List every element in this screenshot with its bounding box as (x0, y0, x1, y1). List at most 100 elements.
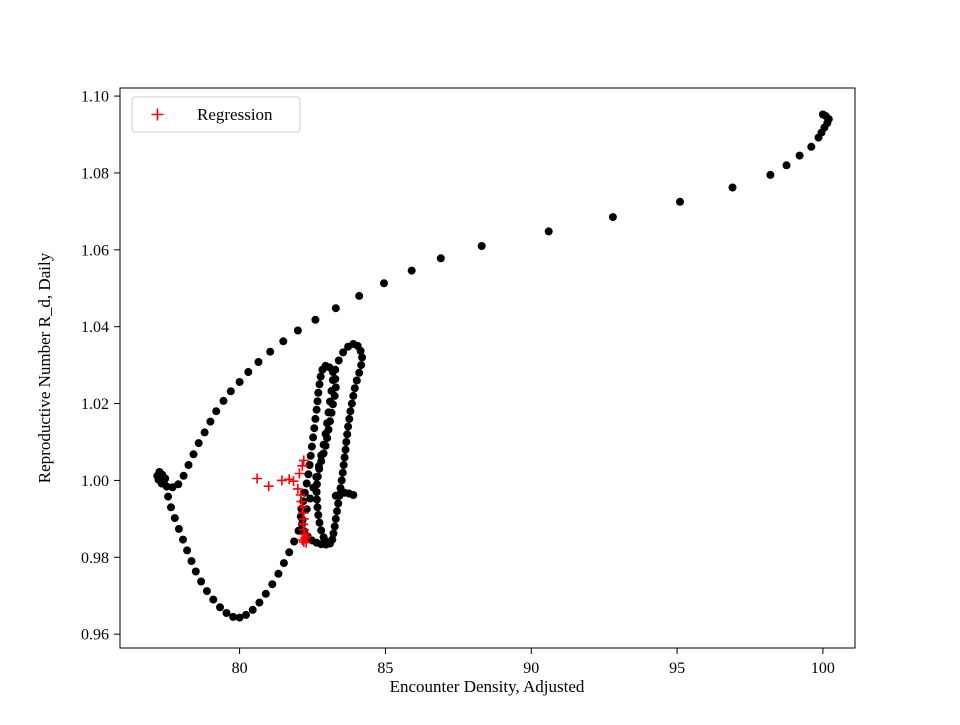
trajectory-point (170, 514, 179, 523)
trajectory-point (235, 378, 244, 386)
trajectory-point (268, 580, 277, 589)
trajectory-point (309, 433, 318, 442)
trajectory-point (293, 326, 302, 335)
legend-plus-marker (151, 108, 164, 121)
data-points (153, 110, 833, 622)
trajectory-point (349, 491, 358, 499)
legend-box (131, 96, 301, 133)
trajectory-point (331, 383, 340, 392)
trajectory-point (317, 526, 326, 535)
y-tick-label: 1.06 (81, 242, 109, 259)
trajectory-point (350, 384, 359, 393)
trajectory-point (355, 291, 364, 300)
trajectory-point (302, 479, 311, 488)
trajectory-point (326, 417, 334, 426)
trajectory-point (728, 183, 737, 192)
trajectory-point (330, 522, 339, 531)
trajectory-point (338, 468, 347, 477)
regression-point (284, 474, 295, 485)
trajectory-point (179, 535, 187, 544)
trajectory-point (324, 425, 333, 434)
trajectory-point (216, 603, 224, 612)
trajectory-point (315, 380, 324, 389)
y-tick-label: 1.02 (81, 396, 109, 413)
legend: Regression (131, 96, 301, 133)
trajectory-point (814, 133, 823, 142)
trajectory-point (202, 587, 211, 596)
trajectory-point (676, 197, 684, 206)
trajectory-point (331, 514, 340, 523)
trajectory-point (339, 348, 348, 357)
trajectory-point (347, 399, 356, 408)
regression-point (252, 473, 263, 484)
regression-point (297, 502, 308, 513)
y-tick-label: 0.96 (81, 627, 109, 644)
x-tick-label: 100 (811, 660, 835, 677)
trajectory-point (349, 391, 358, 400)
trajectory-point (312, 405, 321, 414)
regression-point (297, 535, 308, 545)
trajectory-point (274, 569, 283, 578)
regression-point (297, 460, 308, 471)
trajectory-point (244, 368, 253, 376)
trajectory-point (219, 396, 228, 405)
trajectory-point (311, 414, 320, 423)
trajectory-point (248, 605, 257, 614)
trajectory-point (807, 142, 816, 151)
trajectory-point (191, 567, 200, 576)
trajectory-point (329, 529, 338, 538)
trajectory-point (311, 315, 320, 324)
regression-point (263, 481, 274, 492)
axis-ticks: 80 85 90 95 100 0.96 0.98 1.00 1.02 1.04 1.06 1.08 1… (81, 89, 835, 677)
trajectory-point (310, 424, 319, 433)
trajectory-point (206, 417, 215, 426)
trajectory-point (436, 254, 445, 263)
regression-point (294, 468, 305, 479)
trajectory-point (317, 457, 326, 466)
trajectory-point (168, 483, 177, 492)
trajectory-point (380, 279, 388, 288)
trajectory-point (222, 609, 231, 617)
trajectory-point (346, 407, 355, 416)
y-tick-label: 1.10 (81, 89, 109, 106)
trajectory-point (255, 598, 264, 607)
trajectory-point (327, 408, 336, 417)
regression-point (276, 475, 287, 486)
trajectory-point (184, 461, 193, 469)
y-tick-label: 0.98 (81, 550, 109, 567)
trajectory-point (312, 480, 321, 489)
trajectory-point (313, 472, 322, 481)
trajectory-point (340, 453, 349, 462)
trajectory-point (608, 213, 617, 222)
trajectory-point (235, 613, 244, 622)
trajectory-point (209, 595, 218, 604)
legend-label: Regression (197, 105, 273, 124)
x-tick-label: 85 (377, 660, 393, 677)
trajectory-point (164, 492, 173, 501)
trajectory-point (261, 589, 270, 598)
trajectory-point (307, 442, 316, 451)
trajectory-point (305, 461, 314, 469)
y-tick-label: 1.08 (81, 165, 109, 182)
trajectory-point (226, 387, 235, 396)
trajectory-point (313, 503, 322, 512)
trajectory-point (344, 422, 353, 431)
trajectory-point (279, 559, 288, 568)
trajectory-point (355, 368, 364, 377)
y-tick-label: 1.00 (81, 473, 109, 490)
trajectory-point (334, 499, 343, 508)
trajectory-point (189, 450, 198, 459)
trajectory-point (183, 546, 192, 555)
trajectory-point (337, 476, 346, 485)
trajectory-point (312, 488, 321, 496)
trajectory-point (285, 548, 294, 557)
trajectory-point (341, 445, 350, 454)
trajectory-point (319, 533, 328, 542)
trajectory-point (342, 438, 351, 446)
trajectory-point (315, 518, 324, 527)
trajectory-point (766, 170, 775, 179)
trajectory-point (314, 511, 323, 519)
trajectory-point (242, 610, 250, 619)
trajectory-point (279, 337, 288, 346)
